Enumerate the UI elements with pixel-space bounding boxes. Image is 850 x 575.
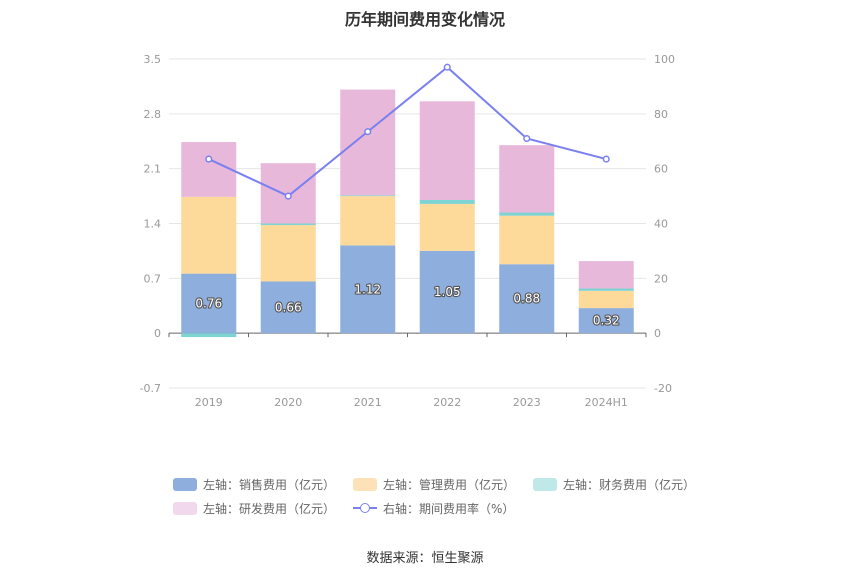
bar-data-label: 1.05 bbox=[434, 285, 461, 299]
bar-segment bbox=[260, 281, 316, 334]
left-tick-label: 3.5 bbox=[144, 53, 162, 66]
bar-data-label: 0.32 bbox=[593, 314, 620, 328]
legend-swatch-rnd bbox=[173, 501, 197, 515]
bar-segment bbox=[499, 264, 555, 334]
bar-segment bbox=[499, 215, 555, 265]
right-tick-label: -20 bbox=[654, 382, 672, 395]
rate-point bbox=[443, 63, 451, 71]
legend-item-sales[interactable]: 左轴：销售费用（亿元） bbox=[173, 476, 335, 493]
rate-point bbox=[602, 155, 610, 163]
bar-segment bbox=[419, 203, 475, 251]
bar-segment bbox=[499, 212, 555, 216]
legend-label-rnd: 左轴：研发费用（亿元） bbox=[203, 501, 336, 516]
legend-line-icon bbox=[353, 501, 378, 515]
bar-segment bbox=[340, 245, 396, 334]
bar-segment bbox=[340, 195, 396, 197]
right-tick-label: 100 bbox=[654, 53, 675, 66]
legend-item-finance[interactable]: 左轴：财务费用（亿元） bbox=[533, 476, 695, 493]
right-tick-label: 80 bbox=[654, 108, 668, 121]
left-tick-label: 2.8 bbox=[144, 108, 162, 121]
left-tick-label: 1.4 bbox=[144, 218, 162, 231]
bar-segment bbox=[578, 308, 634, 334]
bar-segment bbox=[181, 333, 237, 338]
bar-segment bbox=[419, 101, 475, 200]
bar-data-label: 0.88 bbox=[513, 292, 540, 306]
legend-item-rnd[interactable]: 左轴：研发费用（亿元） bbox=[173, 500, 335, 517]
bar-segment bbox=[578, 288, 634, 291]
bar-segment bbox=[578, 261, 634, 289]
left-tick-label: 2.1 bbox=[144, 163, 162, 176]
right-tick-label: 20 bbox=[654, 272, 668, 285]
rate-point bbox=[364, 128, 372, 136]
legend-label-admin: 左轴：管理费用（亿元） bbox=[383, 477, 516, 492]
chart-title: 历年期间费用变化情况 bbox=[344, 10, 505, 29]
legend-swatch-sales bbox=[173, 477, 197, 491]
bar-data-label: 1.12 bbox=[354, 282, 381, 296]
legend-swatch-finance bbox=[533, 477, 558, 491]
bar-segment bbox=[419, 250, 475, 334]
bar-segment bbox=[340, 89, 396, 196]
bar-segment bbox=[578, 290, 634, 309]
legend-label-rate: 右轴：期间费用率（%） bbox=[383, 501, 515, 516]
legend-label-sales: 左轴：销售费用（亿元） bbox=[203, 477, 336, 492]
x-tick-label: 2023 bbox=[513, 396, 541, 409]
left-tick-label: -0.7 bbox=[140, 382, 161, 395]
rate-point bbox=[205, 155, 213, 163]
rate-point bbox=[523, 134, 531, 143]
bar-segment bbox=[181, 273, 237, 334]
bar-segment bbox=[181, 196, 237, 274]
legend-label-finance: 左轴：财务费用（亿元） bbox=[563, 477, 696, 492]
chart-legend: 左轴：销售费用（亿元） 左轴：管理费用（亿元） 左轴：财务费用（亿元） 左轴：研… bbox=[173, 472, 695, 520]
x-tick-label: 2019 bbox=[195, 396, 223, 409]
x-tick-label: 2021 bbox=[354, 396, 382, 409]
rate-line bbox=[208, 65, 607, 198]
right-tick-label: 60 bbox=[654, 163, 668, 176]
x-tick-label: 2022 bbox=[433, 396, 461, 409]
legend-item-rate[interactable]: 右轴：期间费用率（%） bbox=[353, 500, 514, 517]
right-tick-label: 0 bbox=[654, 327, 661, 340]
bar-segment bbox=[260, 223, 316, 226]
source-note: 数据来源：恒生聚源 bbox=[366, 551, 484, 566]
bar-segment bbox=[419, 200, 475, 204]
bar-segment bbox=[499, 145, 555, 213]
legend-swatch-admin bbox=[353, 477, 378, 491]
rate-point bbox=[284, 192, 292, 200]
legend-item-admin[interactable]: 左轴：管理费用（亿元） bbox=[353, 476, 515, 493]
bar-data-label: 0.76 bbox=[195, 296, 222, 310]
left-tick-label: 0 bbox=[154, 327, 161, 340]
x-tick-label: 2020 bbox=[274, 396, 302, 409]
bar-data-label: 0.66 bbox=[275, 300, 302, 314]
right-tick-label: 40 bbox=[654, 218, 668, 231]
bar-segment bbox=[181, 142, 237, 197]
bar-segment bbox=[340, 196, 396, 246]
bar-segment bbox=[260, 225, 316, 282]
chart-plot: 3.5 100 2.8 80 2.1 60 1.4 40 0.7 20 0 0 -0.7 -20 2019 2… bbox=[140, 53, 675, 409]
x-tick-label: 2024H1 bbox=[585, 396, 628, 409]
left-tick-label: 0.7 bbox=[144, 272, 162, 285]
